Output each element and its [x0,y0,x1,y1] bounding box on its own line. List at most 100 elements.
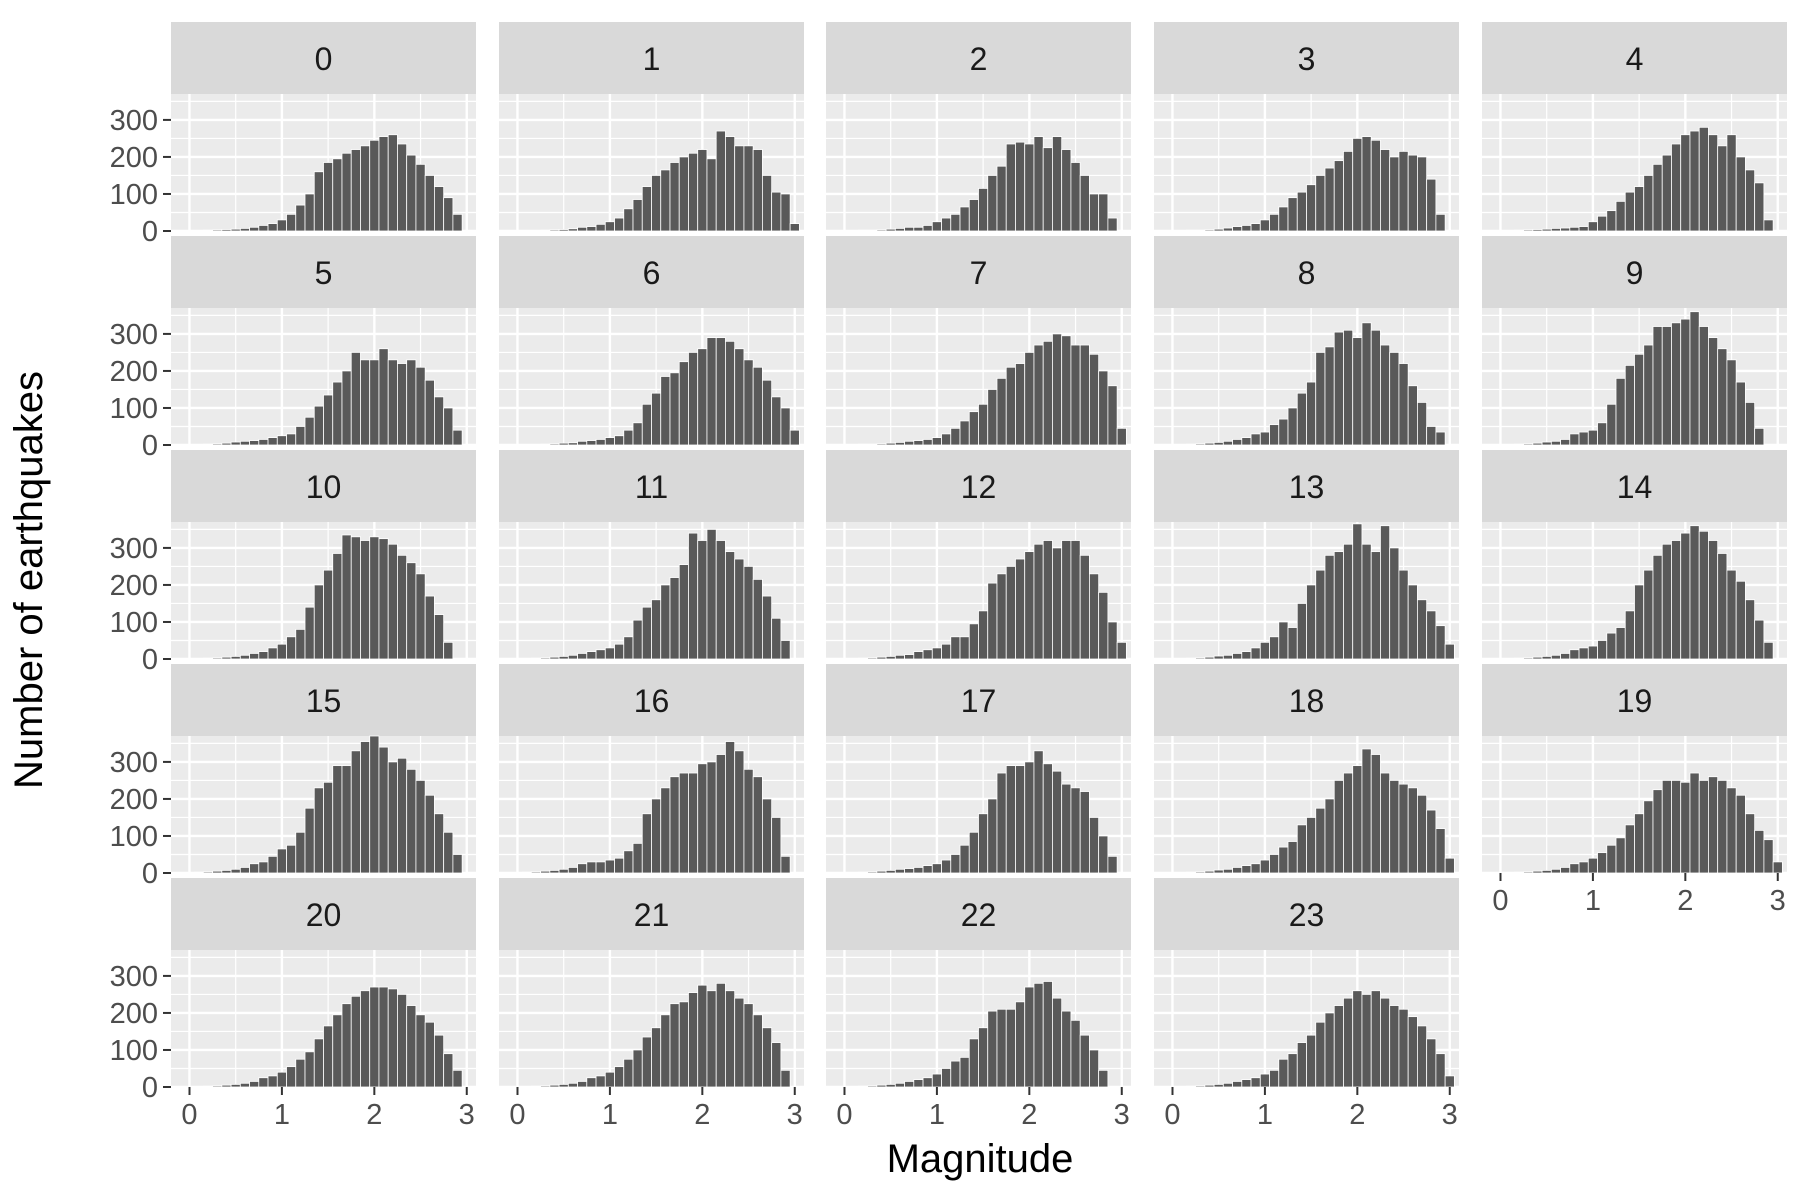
histogram-bar [987,175,998,232]
histogram-bar [387,134,398,232]
histogram-bar [323,394,334,446]
histogram-bar [424,175,435,232]
histogram-bar [202,443,213,446]
histogram-bar [397,143,408,232]
histogram-bar [1241,225,1252,232]
histogram-bar [258,651,269,660]
histogram-bar [725,990,736,1088]
histogram-bar [941,1068,952,1088]
histogram-bar [369,359,380,446]
y-tick-label: 300 [110,533,158,565]
histogram-bar [443,197,454,232]
y-axis-title: Number of earthquakes [7,371,51,789]
histogram-bar [1315,352,1326,446]
histogram-bar [623,1058,634,1088]
histogram-bar [540,657,551,660]
facet-strip-label: 3 [1298,41,1316,77]
histogram-bar [1726,569,1737,660]
histogram-bar [1361,322,1372,446]
histogram-bar [1098,370,1109,446]
facet-strip [499,878,804,950]
histogram-bar [1361,994,1372,1088]
histogram-bar [387,761,398,874]
histogram-bar [725,551,736,660]
histogram-bar [350,995,361,1088]
histogram-bar [332,553,343,660]
histogram-bar [978,1027,989,1088]
facet-strip [499,450,804,522]
histogram-bar [968,623,979,660]
histogram-bar [406,359,417,446]
histogram-bar [771,817,782,874]
histogram-bar [1306,381,1317,446]
facet-strip [499,664,804,736]
x-tick-label: 3 [1442,1099,1458,1131]
facet-strip-label: 1 [643,41,661,77]
facet-strip [171,878,476,950]
histogram-bar [1185,443,1196,446]
histogram-bar [706,529,717,660]
histogram-bar [567,867,578,874]
histogram-bar [959,844,970,874]
histogram-bar [780,855,791,874]
facet-panel-23: 23 [1154,878,1459,1089]
facet-panel-21: 21 [499,878,804,1089]
histogram-bar [350,149,361,232]
histogram-bar [1772,861,1783,874]
histogram-bar [1532,870,1543,874]
histogram-bar [1024,761,1035,874]
histogram-bar [267,437,278,446]
histogram-bar [678,156,689,232]
x-tick-label: 1 [274,1099,290,1131]
facet-strip-label: 15 [306,683,342,719]
histogram-bar [1735,580,1746,660]
histogram-bar [959,420,970,446]
histogram-bar [1569,649,1580,660]
histogram-bar [941,859,952,874]
histogram-bar [1523,657,1534,660]
histogram-bar [725,340,736,446]
histogram-bar [987,389,998,446]
histogram-bar [641,403,652,446]
facet-panel-18: 18 [1154,664,1459,875]
x-tick-label: 1 [929,1099,945,1131]
histogram-bar [332,765,343,874]
histogram-bar [978,188,989,232]
histogram-bar [1204,229,1215,232]
histogram-bar [1024,551,1035,660]
y-tick-label: 0 [142,430,158,462]
histogram-bar [1222,227,1233,232]
histogram-bar [1652,326,1663,446]
histogram-bar [660,787,671,874]
histogram-bar [586,440,597,446]
histogram-bar [221,229,232,232]
histogram-bar [1315,175,1326,232]
histogram-bar [1398,783,1409,874]
histogram-bar [1116,427,1127,446]
histogram-bar [857,443,868,446]
histogram-bar [857,657,868,660]
histogram-bar [258,861,269,874]
histogram-bar [1523,229,1534,232]
histogram-bar [941,433,952,446]
histogram-bar [1259,641,1270,660]
facet-panel-7: 7 [826,236,1131,447]
histogram-bar [1726,359,1737,446]
histogram-bar [1643,800,1654,874]
histogram-bar [577,653,588,660]
y-tick-label: 200 [110,142,158,174]
histogram-bar [1671,322,1682,446]
histogram-bar [586,226,597,232]
histogram-bar [434,186,445,232]
histogram-bar [950,1060,961,1088]
histogram-bar [202,1085,213,1088]
histogram-bar [1195,871,1206,874]
facet-strip [826,878,1131,950]
histogram-bar [230,868,241,874]
histogram-bar [913,867,924,874]
histogram-bar [595,439,606,446]
histogram-bar [1417,1025,1428,1088]
histogram-bar [1061,540,1072,660]
histogram-bar [276,1071,287,1088]
x-tick-label: 3 [459,1099,475,1131]
